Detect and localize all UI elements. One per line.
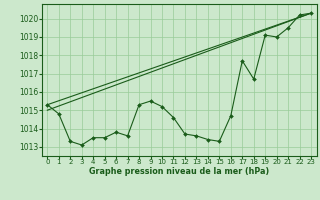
X-axis label: Graphe pression niveau de la mer (hPa): Graphe pression niveau de la mer (hPa) xyxy=(89,167,269,176)
